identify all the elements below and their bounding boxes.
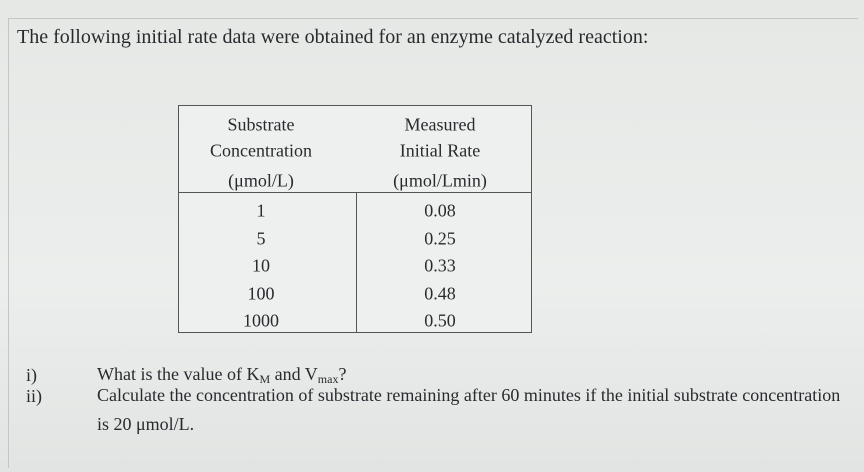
text-part: and V bbox=[270, 364, 318, 384]
table-cell: 0.08 bbox=[424, 200, 456, 221]
subscript: max bbox=[317, 372, 339, 386]
header-line: (μmol/L) bbox=[228, 170, 294, 191]
table-cell: 0.25 bbox=[424, 228, 456, 248]
table-cell: 100 bbox=[247, 283, 275, 303]
header-line: Concentration bbox=[210, 140, 312, 161]
frame bbox=[8, 18, 858, 468]
header-line: Measured bbox=[404, 114, 476, 135]
header-rule bbox=[179, 192, 531, 193]
header-line: (μmol/Lmin) bbox=[393, 170, 487, 191]
subscript: M bbox=[259, 372, 271, 386]
header-line: Initial Rate bbox=[399, 140, 481, 161]
text-part: ? bbox=[338, 364, 347, 384]
data-table: Substrate Concentration (μmol/L) Measured In… bbox=[178, 105, 532, 333]
column-rule bbox=[356, 192, 357, 332]
table-cell: 10 bbox=[252, 255, 270, 276]
table-cell: 0.50 bbox=[424, 310, 456, 331]
question-text: What is the value of KM and Vmax? bbox=[97, 360, 842, 394]
table-cell: 0.48 bbox=[424, 283, 456, 303]
text-part: What is the value of K bbox=[97, 364, 260, 384]
table-cell: 1 bbox=[256, 200, 266, 221]
header-line: Substrate bbox=[227, 114, 295, 135]
table-cell: 1000 bbox=[243, 310, 279, 331]
table-cell: 5 bbox=[256, 228, 266, 248]
text-part: Calculate the concentration of substrate… bbox=[97, 385, 841, 434]
question-number: i) bbox=[26, 365, 37, 385]
question-number: ii) bbox=[26, 386, 42, 406]
intro-text: The following initial rate data were obt… bbox=[17, 26, 649, 48]
table-cell: 0.33 bbox=[424, 255, 456, 276]
question-text: Calculate the concentration of substrate… bbox=[97, 381, 842, 439]
